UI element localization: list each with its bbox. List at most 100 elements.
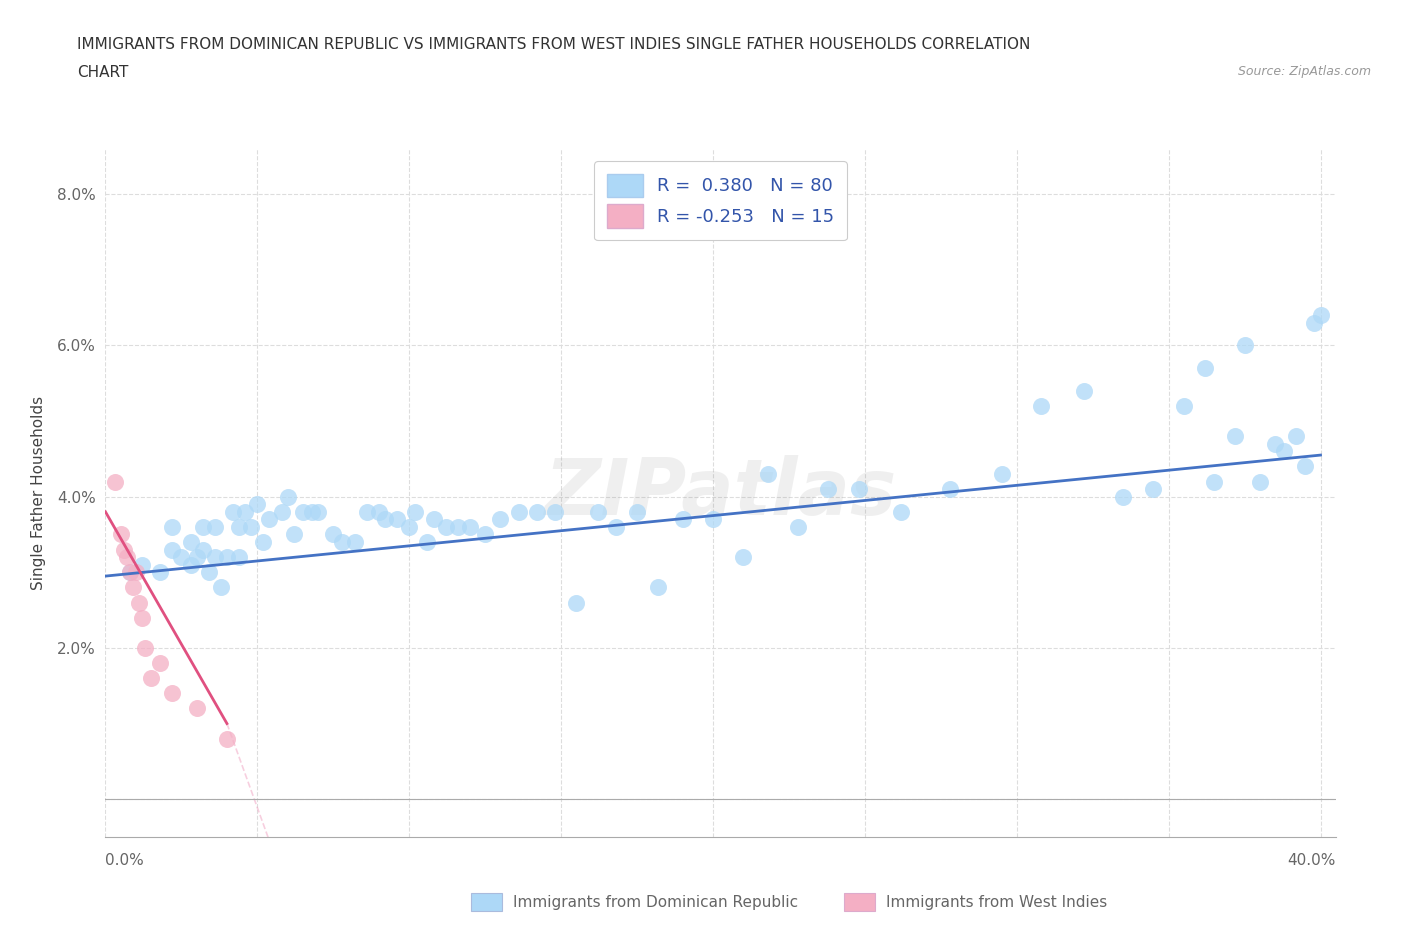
Point <box>179 535 201 550</box>
Point <box>204 550 226 565</box>
Point <box>332 535 354 550</box>
Point <box>162 685 184 700</box>
Point <box>149 565 172 579</box>
Point <box>131 610 153 625</box>
Text: CHART: CHART <box>77 65 129 80</box>
Point <box>356 504 378 519</box>
Point <box>848 482 870 497</box>
Point <box>186 550 208 565</box>
Text: 0.0%: 0.0% <box>105 853 145 868</box>
Point <box>179 557 201 572</box>
Point <box>228 520 250 535</box>
Point <box>702 512 724 526</box>
Point <box>367 504 389 519</box>
Point <box>170 550 193 565</box>
Point <box>259 512 281 526</box>
Point <box>1194 361 1216 376</box>
Point <box>246 497 269 512</box>
Point <box>733 550 755 565</box>
Text: 40.0%: 40.0% <box>1288 853 1336 868</box>
Point <box>322 527 344 542</box>
Point <box>209 580 232 595</box>
Point <box>291 504 314 519</box>
Point <box>626 504 648 519</box>
Point <box>103 474 125 489</box>
Point <box>586 504 609 519</box>
Point <box>756 467 779 482</box>
Point <box>125 565 148 579</box>
Point <box>118 565 141 579</box>
Point <box>1142 482 1164 497</box>
Point <box>1264 436 1286 451</box>
Point <box>385 512 408 526</box>
Point <box>434 520 457 535</box>
Point <box>544 504 567 519</box>
Point <box>301 504 323 519</box>
Point <box>277 489 299 504</box>
Point <box>215 731 238 746</box>
Point <box>508 504 530 519</box>
Text: Immigrants from Dominican Republic: Immigrants from Dominican Republic <box>513 895 799 910</box>
Point <box>398 520 420 535</box>
Point <box>162 520 184 535</box>
Y-axis label: Single Father Households: Single Father Households <box>31 396 46 590</box>
Point <box>1204 474 1226 489</box>
Point <box>197 565 219 579</box>
Point <box>128 595 150 610</box>
Point <box>112 542 135 557</box>
Point <box>1272 444 1295 458</box>
Point <box>131 557 153 572</box>
Point <box>671 512 693 526</box>
Point <box>1173 398 1195 413</box>
Point <box>565 595 588 610</box>
Point <box>1249 474 1271 489</box>
Point <box>110 527 132 542</box>
Point <box>817 482 839 497</box>
Point <box>162 542 184 557</box>
Point <box>939 482 962 497</box>
Point <box>1294 459 1316 474</box>
Point <box>474 527 496 542</box>
Point <box>1285 429 1308 444</box>
Point <box>990 467 1012 482</box>
Text: ZIPatlas: ZIPatlas <box>544 455 897 531</box>
Point <box>204 520 226 535</box>
Point <box>186 701 208 716</box>
Point <box>283 527 305 542</box>
Point <box>191 542 214 557</box>
Point <box>447 520 470 535</box>
Point <box>222 504 245 519</box>
Point <box>458 520 481 535</box>
Point <box>115 550 138 565</box>
Point <box>270 504 292 519</box>
Point <box>215 550 238 565</box>
Text: Source: ZipAtlas.com: Source: ZipAtlas.com <box>1237 65 1371 78</box>
Text: Immigrants from West Indies: Immigrants from West Indies <box>886 895 1107 910</box>
Point <box>1309 308 1331 323</box>
Point <box>252 535 274 550</box>
Point <box>139 671 162 685</box>
Point <box>121 580 143 595</box>
Point <box>605 520 627 535</box>
Point <box>1303 315 1326 330</box>
Text: IMMIGRANTS FROM DOMINICAN REPUBLIC VS IMMIGRANTS FROM WEST INDIES SINGLE FATHER : IMMIGRANTS FROM DOMINICAN REPUBLIC VS IM… <box>77 37 1031 52</box>
Point <box>416 535 439 550</box>
Point <box>307 504 329 519</box>
Point <box>134 641 156 656</box>
Point <box>1233 338 1256 352</box>
Point <box>191 520 214 535</box>
Point <box>228 550 250 565</box>
Point <box>1073 383 1095 398</box>
Point <box>890 504 912 519</box>
Point <box>489 512 512 526</box>
Point <box>1029 398 1052 413</box>
Point <box>404 504 426 519</box>
Point <box>149 656 172 671</box>
Legend: R =  0.380   N = 80, R = -0.253   N = 15: R = 0.380 N = 80, R = -0.253 N = 15 <box>595 161 846 240</box>
Point <box>647 580 669 595</box>
Point <box>1225 429 1247 444</box>
Point <box>1112 489 1135 504</box>
Point <box>343 535 366 550</box>
Point <box>787 520 810 535</box>
Point <box>118 565 141 579</box>
